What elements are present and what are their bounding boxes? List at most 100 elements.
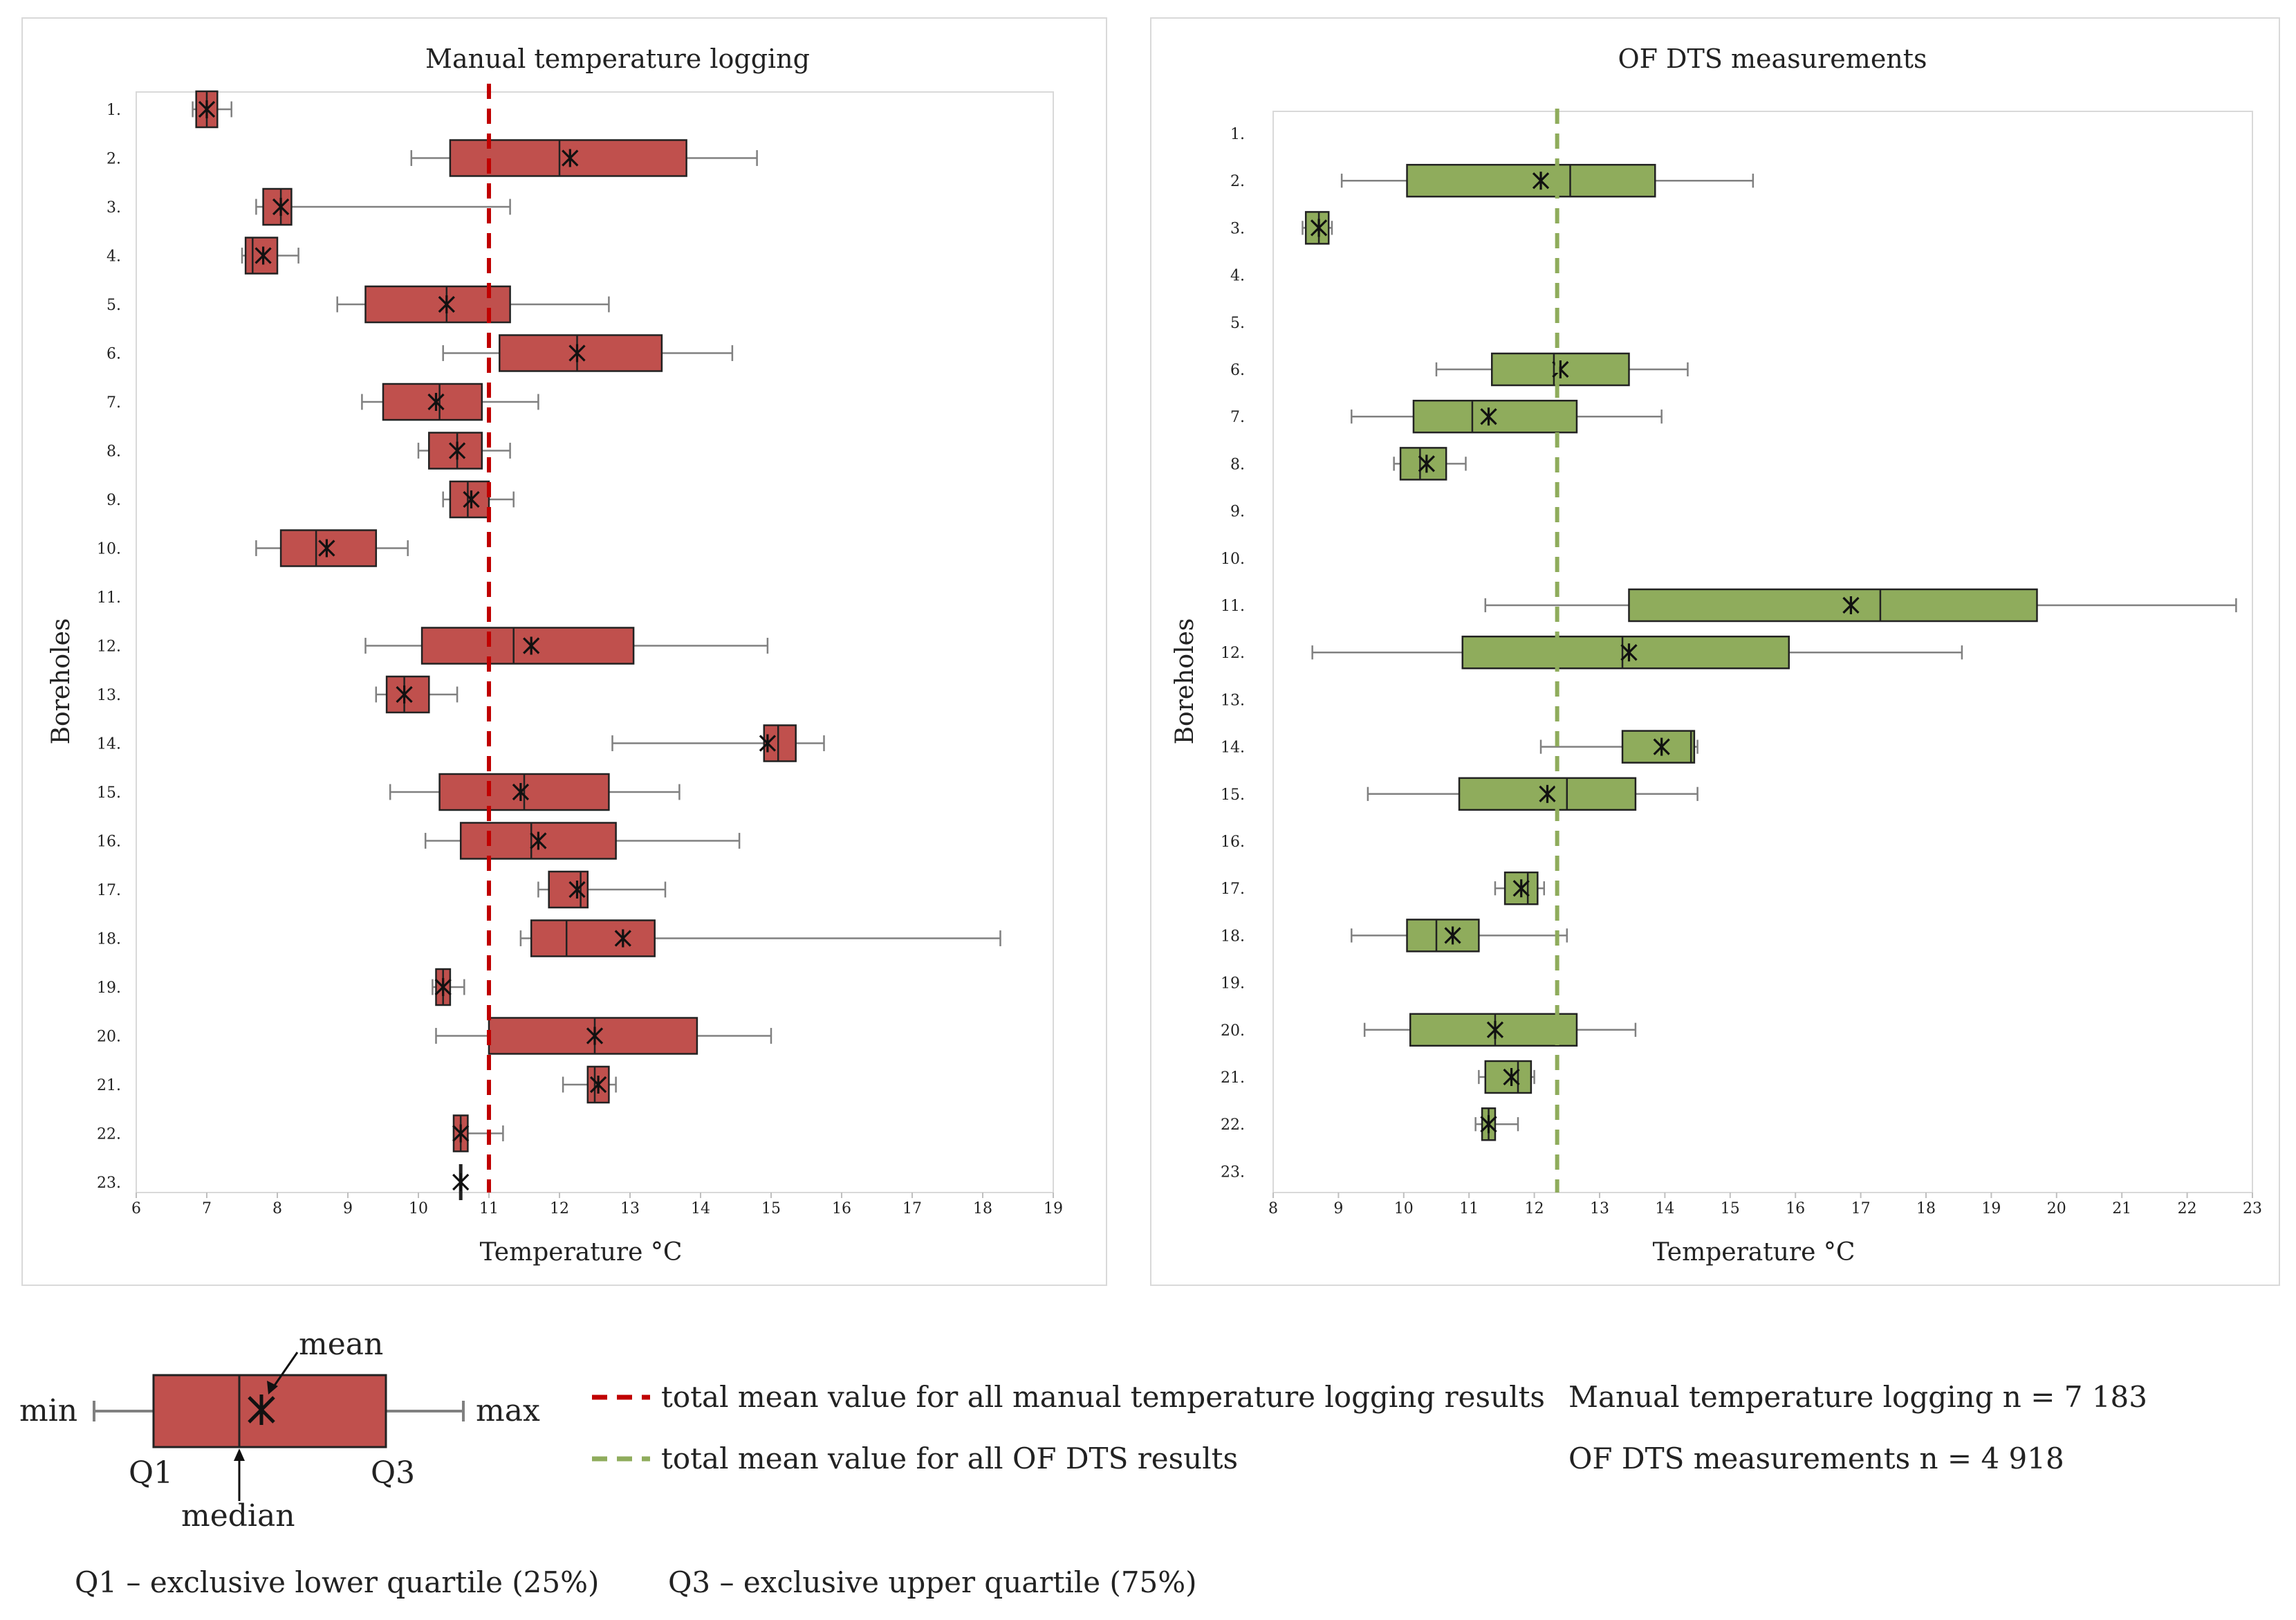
mean-marker	[434, 978, 452, 996]
right-x-tick-label: 22	[2178, 1200, 2197, 1217]
right-box-borehole-11	[1484, 588, 2237, 623]
legend-median-label: median	[181, 1498, 295, 1534]
left-y-axis-label: Boreholes	[47, 618, 75, 745]
left-y-tick-label: 6.	[107, 346, 121, 363]
right-y-tick-label: 13.	[1221, 692, 1245, 709]
left-box-borehole-1	[192, 90, 232, 129]
mean-marker	[463, 490, 480, 508]
left-box-borehole-7	[361, 383, 539, 421]
mean-marker	[1503, 1068, 1520, 1086]
left-y-tick-label: 16.	[97, 834, 121, 851]
right-y-tick-label: 19.	[1221, 975, 1245, 993]
mean-marker	[589, 1076, 607, 1094]
iqr-box	[1621, 730, 1696, 764]
right-x-tick-label: 15	[1721, 1200, 1740, 1217]
left-y-tick-label: 3.	[107, 199, 121, 217]
mean-marker	[198, 100, 216, 118]
right-box-borehole-21	[1478, 1060, 1535, 1094]
iqr-box	[262, 187, 293, 226]
right-x-tick-label: 8	[1268, 1200, 1278, 1217]
mean-marker	[452, 1173, 470, 1191]
left-box-borehole-8	[417, 432, 511, 470]
mean-marker	[1842, 596, 1860, 614]
right-box-borehole-6	[1435, 352, 1689, 387]
right-boxes	[1302, 163, 2237, 1141]
legend-q1-note: Q1 – exclusive lower quartile (25%)	[75, 1565, 599, 1599]
left-box-borehole-16	[424, 822, 741, 860]
left-y-tick-label: 5.	[107, 297, 121, 314]
right-y-tick-label: 6.	[1230, 362, 1245, 379]
left-y-tick-label: 11.	[97, 589, 121, 607]
left-y-tick-label: 9.	[107, 492, 121, 509]
iqr-box	[763, 724, 797, 762]
legend: min max mean Q1 Q3 median total mean val…	[19, 1327, 2147, 1599]
right-x-tick-label: 12	[1525, 1200, 1544, 1217]
mean-marker	[1539, 784, 1556, 803]
left-y-tick-label: 8.	[107, 443, 121, 461]
mean-marker	[1620, 643, 1638, 662]
right-x-tick-label: 20	[2047, 1200, 2066, 1217]
iqr-box	[1484, 1060, 1533, 1094]
right-y-tick-label: 11.	[1221, 598, 1245, 615]
left-box-borehole-21	[562, 1065, 617, 1104]
right-box-borehole-15	[1367, 777, 1698, 811]
right-y-tick-label: 1.	[1230, 126, 1245, 143]
iqr-box	[530, 919, 656, 957]
right-x-tick-label: 19	[1981, 1200, 2001, 1217]
right-x-tick-label: 13	[1590, 1200, 1609, 1217]
left-y-tick-label: 22.	[97, 1126, 121, 1143]
manual-logging-chart: Manual temperature logging 6 7 8 9 10 11 12 13 1…	[21, 17, 1107, 1286]
left-box-borehole-10	[255, 529, 409, 567]
right-x-tick-label: 10	[1394, 1200, 1414, 1217]
left-y-tick-label: 10.	[97, 541, 121, 558]
right-y-tick-label: 8.	[1230, 456, 1245, 473]
left-y-tick-label: 12.	[97, 638, 121, 656]
right-x-tick-label: 17	[1851, 1200, 1871, 1217]
right-x-tick-label: 11	[1459, 1200, 1479, 1217]
left-box-borehole-23	[452, 1164, 470, 1200]
legend-mean-label: mean	[299, 1327, 383, 1362]
right-y-tick-label: 12.	[1221, 645, 1245, 662]
left-y-tick-label: 2.	[107, 151, 121, 168]
mean-marker	[1512, 879, 1530, 898]
left-x-tick-label: 11	[479, 1200, 499, 1217]
iqr-box	[364, 285, 511, 324]
legend-manual-mean-label: total mean value for all manual temperat…	[661, 1380, 1545, 1414]
mean-marker	[523, 636, 540, 655]
iqr-box	[385, 675, 430, 714]
right-x-tick-label: 16	[1786, 1200, 1805, 1217]
iqr-box	[1304, 211, 1330, 245]
right-y-tick-label: 18.	[1221, 928, 1245, 945]
right-box-borehole-14	[1539, 730, 1698, 764]
right-x-ticks: 8 9 10 11 12 13 14 15 16 17 18 19 20 21 22 23	[1268, 1193, 2262, 1217]
iqr-box	[548, 870, 589, 909]
left-y-labels: 1. 2. 3. 4. 5. 6. 7. 8. 9. 10. 11. 12. 13. 14. 15. 16. 1…	[97, 102, 121, 1192]
mean-marker	[1444, 926, 1461, 945]
left-y-tick-label: 13.	[97, 687, 121, 704]
iqr-box	[428, 432, 483, 470]
right-y-tick-label: 3.	[1230, 220, 1245, 237]
iqr-box	[1628, 588, 2038, 623]
left-box-borehole-3	[255, 187, 511, 226]
left-box-borehole-9	[442, 480, 515, 519]
left-box-borehole-15	[389, 773, 681, 811]
mean-marker	[396, 685, 413, 703]
legend-min-label: min	[19, 1393, 77, 1428]
left-y-tick-label: 20.	[97, 1029, 121, 1046]
left-x-tick-label: 19	[1044, 1200, 1063, 1217]
left-x-tick-label: 13	[620, 1200, 640, 1217]
mean-marker	[614, 929, 631, 948]
left-box-borehole-13	[375, 675, 459, 714]
mean-marker	[530, 831, 547, 850]
left-y-tick-label: 17.	[97, 882, 121, 899]
right-x-tick-label: 14	[1655, 1200, 1674, 1217]
mean-marker	[586, 1027, 604, 1045]
right-chart-title: OF DTS measurements	[1618, 44, 1927, 74]
left-box-borehole-17	[537, 870, 667, 909]
left-x-tick-label: 14	[691, 1200, 710, 1217]
mean-marker	[438, 295, 455, 313]
mean-marker	[568, 881, 586, 899]
right-y-tick-label: 21.	[1221, 1069, 1245, 1087]
legend-median-arrowhead	[234, 1448, 245, 1461]
